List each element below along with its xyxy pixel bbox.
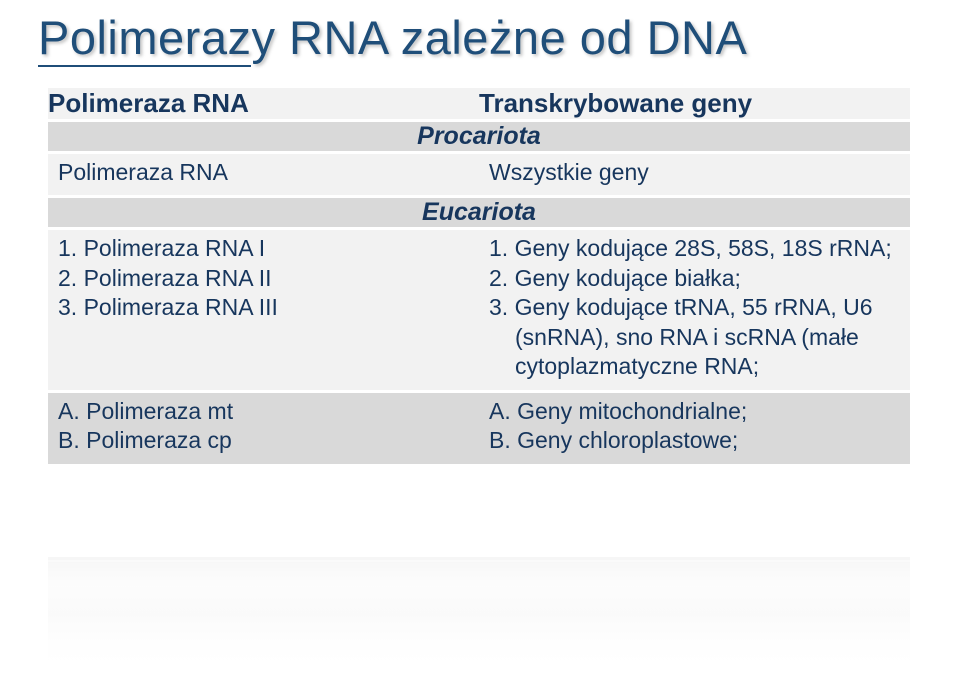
euk-ab-right: A. Geny mitochondrialne; B. Geny chlorop… [479, 391, 910, 465]
title-part-b: y [251, 11, 275, 64]
list-item: (snRNA), sno RNA i scRNA (małe [489, 323, 900, 352]
euk-ab-left: A. Polimeraza mt B. Polimeraza cp [48, 391, 479, 465]
proc-right: Wszystkie geny [479, 153, 910, 197]
list-item: 2. Polimeraza RNA II [58, 264, 469, 293]
row-procariota: Polimeraza RNA Wszystkie geny [48, 153, 910, 197]
row-euk-lettered: A. Polimeraza mt B. Polimeraza cp A. Gen… [48, 391, 910, 465]
list-item: 1. Polimeraza RNA I [58, 234, 469, 263]
section-procariota: Procariota [48, 121, 910, 153]
euk-num-right: 1. Geny kodujące 28S, 58S, 18S rRNA; 2. … [479, 229, 910, 391]
title-part-a: Polimeraz [38, 11, 251, 64]
proc-left: Polimeraza RNA [48, 153, 479, 197]
list-item: 2. Geny kodujące białka; [489, 264, 900, 293]
polymerase-table: Polimeraza RNA Transkrybowane geny Proca… [48, 88, 910, 467]
section-procariota-label: Procariota [48, 121, 910, 153]
row-euk-numbered: 1. Polimeraza RNA I 2. Polimeraza RNA II… [48, 229, 910, 391]
list-item: 3. Polimeraza RNA III [58, 293, 469, 322]
section-eucariota-label: Eucariota [48, 197, 910, 229]
list-item: A. Geny mitochondrialne; [489, 397, 900, 426]
list-item: cytoplazmatyczne RNA; [489, 352, 900, 381]
section-eucariota: Eucariota [48, 197, 910, 229]
title-part-c: RNA zależne od DNA [275, 11, 747, 64]
slide-title: Polimerazy RNA zależne od DNA [38, 10, 747, 65]
table-reflection [0, 557, 960, 675]
header-left: Polimeraza RNA [48, 88, 479, 121]
list-item: B. Polimeraza cp [58, 426, 469, 455]
euk-num-left: 1. Polimeraza RNA I 2. Polimeraza RNA II… [48, 229, 479, 391]
list-item: 3. Geny kodujące tRNA, 55 rRNA, U6 [489, 293, 900, 322]
table-header-row: Polimeraza RNA Transkrybowane geny [48, 88, 910, 121]
list-item: B. Geny chloroplastowe; [489, 426, 900, 455]
header-right: Transkrybowane geny [479, 88, 910, 121]
list-item: A. Polimeraza mt [58, 397, 469, 426]
list-item: 1. Geny kodujące 28S, 58S, 18S rRNA; [489, 234, 900, 263]
